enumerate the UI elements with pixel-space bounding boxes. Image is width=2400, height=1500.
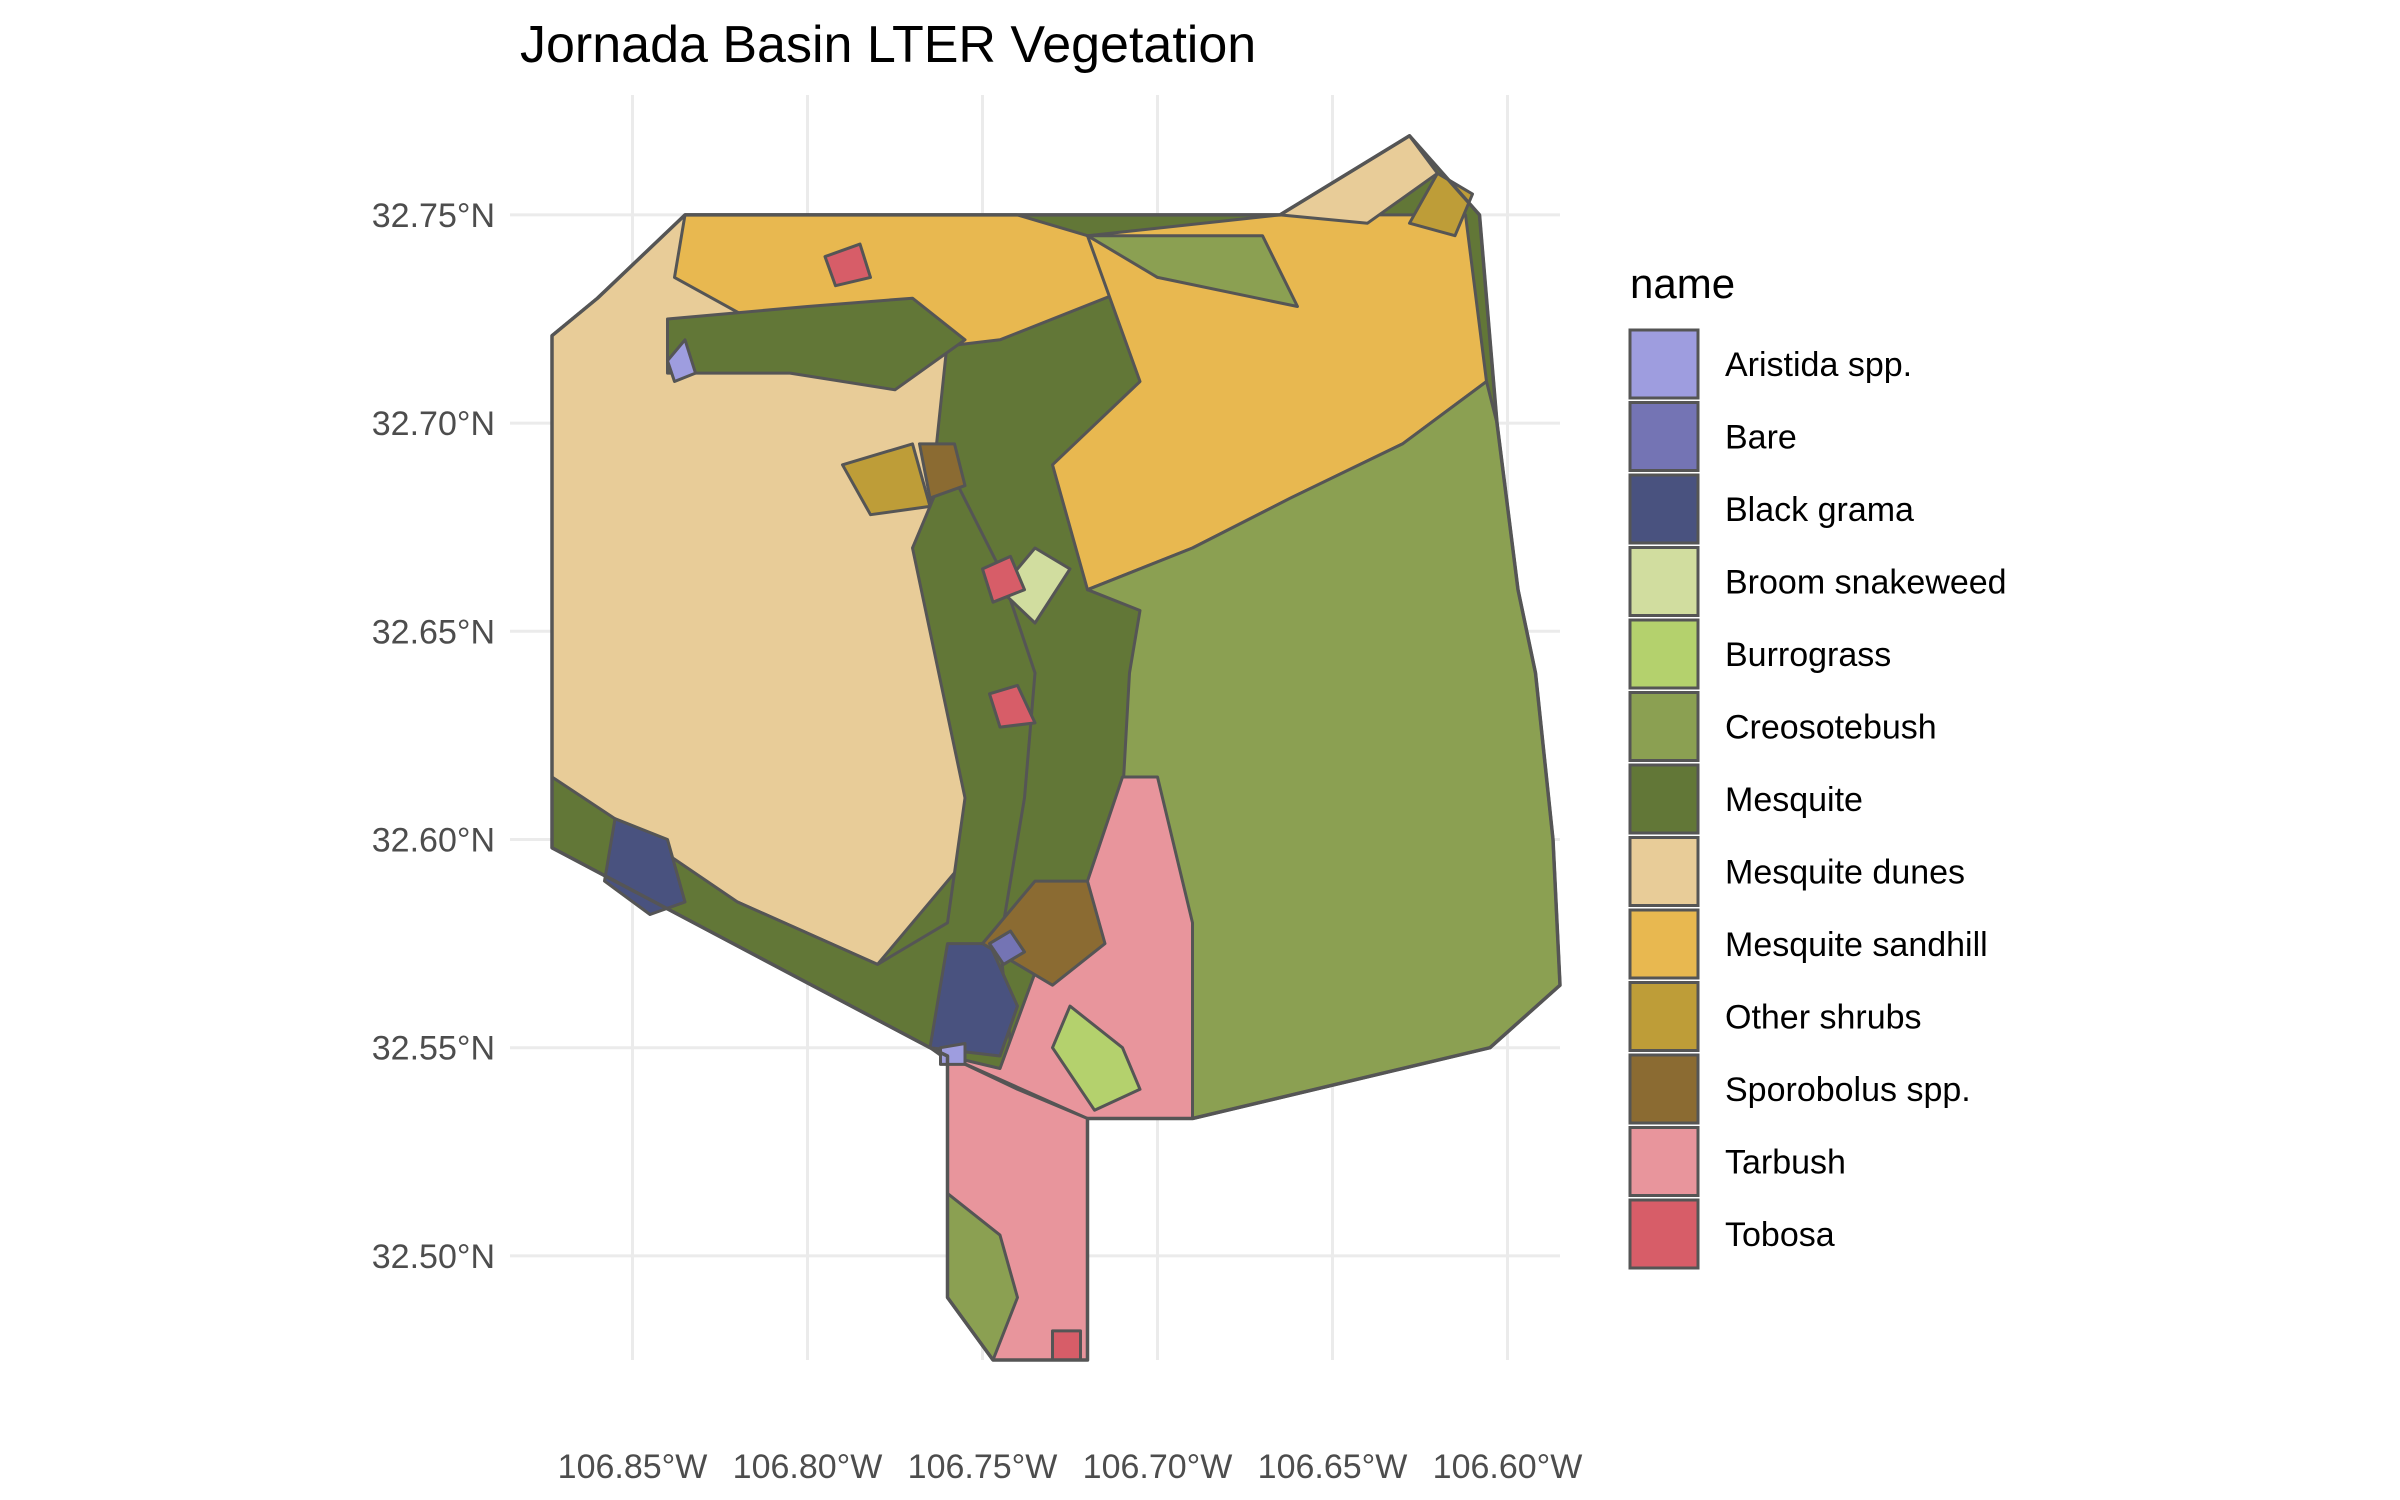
veg-polygon-tobosa-22 — [1051, 1329, 1082, 1362]
legend-key-other-shrubs — [1628, 981, 1700, 1052]
legend-key-aristida-spp — [1628, 328, 1700, 400]
legend-key-mesquite-dunes — [1628, 836, 1700, 907]
y-tick-label: 32.75°N — [372, 197, 495, 235]
legend-key-sporobolus-spp — [1628, 1053, 1700, 1125]
legend-key-mesquite — [1628, 763, 1700, 835]
x-tick-label: 106.65°W — [1258, 1448, 1408, 1486]
y-tick-label: 32.70°N — [372, 405, 495, 443]
legend-label-tarbush: Tarbush — [1725, 1144, 1846, 1182]
veg-polygon-other-shrubs-15 — [841, 442, 932, 517]
vegetation-polygons — [550, 134, 1562, 1362]
legend-label-bare: Bare — [1725, 419, 1797, 457]
veg-polygon-broom-snakeweed-17 — [998, 546, 1072, 625]
legend-label-broom-snakeweed: Broom snakeweed — [1725, 564, 2007, 602]
legend-label-tobosa: Tobosa — [1725, 1216, 1835, 1254]
legend-key-tobosa — [1628, 1198, 1700, 1270]
study-area-boundary — [550, 134, 1562, 1362]
y-tick-label: 32.65°N — [372, 613, 495, 651]
legend-label-mesquite: Mesquite — [1725, 781, 1863, 819]
veg-polygon-sporobolus-spp--14 — [918, 442, 967, 500]
legend-key-mesquite-sandhill — [1628, 908, 1700, 980]
map-title: Jornada Basin LTER Vegetation — [520, 16, 1256, 74]
legend-label-mesquite-sandhill: Mesquite sandhill — [1725, 926, 1988, 964]
axis-tick-labels: 106.85°W 106.80°W 106.75°W 106.70°W 106.65°W… — [372, 197, 1583, 1486]
veg-polygon-aristida-spp--23 — [666, 338, 697, 383]
veg-polygon-black-grama-11 — [928, 942, 1019, 1058]
legend-key-black-grama — [1628, 473, 1700, 545]
veg-polygon-tobosa-20 — [981, 554, 1026, 604]
legend: name Aristida spp. Bare Black grama Broom s… — [1628, 260, 2007, 1270]
legend-label-burrograss: Burrograss — [1725, 636, 1891, 674]
study-area-outline — [550, 134, 1562, 1362]
legend-label-black-grama: Black grama — [1725, 491, 1914, 529]
veg-polygon-tobosa-21 — [988, 683, 1037, 729]
x-tick-label: 106.75°W — [908, 1448, 1058, 1486]
veg-polygon-bare-25 — [988, 929, 1026, 966]
legend-key-creosotebush — [1628, 691, 1700, 762]
x-tick-label: 106.60°W — [1433, 1448, 1583, 1486]
y-tick-label: 32.55°N — [372, 1030, 495, 1068]
legend-title: name — [1630, 260, 1735, 307]
veg-polygon-creosotebush-4 — [1086, 234, 1299, 308]
x-tick-label: 106.70°W — [1083, 1448, 1233, 1486]
legend-label-sporobolus-spp: Sporobolus spp. — [1725, 1071, 1971, 1109]
y-tick-label: 32.50°N — [372, 1238, 495, 1276]
legend-label-creosotebush: Creosotebush — [1725, 709, 1937, 747]
veg-polygon-tobosa-19 — [823, 242, 872, 288]
x-tick-label: 106.80°W — [733, 1448, 883, 1486]
legend-key-broom-snakeweed — [1628, 546, 1700, 617]
legend-key-burrograss — [1628, 618, 1700, 690]
legend-key-tarbush — [1628, 1126, 1700, 1197]
legend-label-other-shrubs: Other shrubs — [1725, 999, 1922, 1037]
legend-label-aristida-spp: Aristida spp. — [1725, 346, 1912, 384]
x-tick-label: 106.85°W — [558, 1448, 708, 1486]
legend-key-bare — [1628, 401, 1700, 472]
veg-polygon-mesquite-6 — [550, 463, 1037, 1112]
veg-polygon-burrograss-18 — [1051, 1004, 1142, 1112]
y-tick-label: 32.60°N — [372, 822, 495, 860]
legend-label-mesquite-dunes: Mesquite dunes — [1725, 854, 1965, 892]
